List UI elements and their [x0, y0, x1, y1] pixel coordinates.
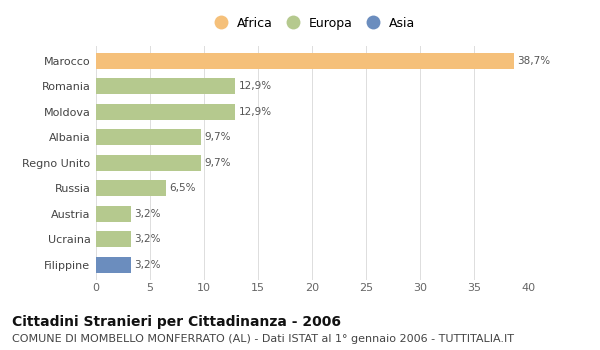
- Bar: [96, 180, 166, 196]
- Text: 3,2%: 3,2%: [134, 209, 160, 219]
- Legend: Africa, Europa, Asia: Africa, Europa, Asia: [206, 14, 418, 32]
- Bar: [96, 130, 201, 145]
- Bar: [96, 231, 131, 247]
- Bar: [96, 104, 235, 120]
- Bar: [96, 53, 514, 69]
- Text: 9,7%: 9,7%: [204, 158, 230, 168]
- Text: 3,2%: 3,2%: [134, 234, 160, 244]
- Bar: [96, 155, 201, 171]
- Text: 6,5%: 6,5%: [169, 183, 196, 193]
- Text: Cittadini Stranieri per Cittadinanza - 2006: Cittadini Stranieri per Cittadinanza - 2…: [12, 315, 341, 329]
- Text: 9,7%: 9,7%: [204, 132, 230, 142]
- Text: 38,7%: 38,7%: [517, 56, 550, 66]
- Text: 12,9%: 12,9%: [239, 81, 272, 91]
- Bar: [96, 78, 235, 94]
- Bar: [96, 257, 131, 273]
- Bar: [96, 206, 131, 222]
- Text: 12,9%: 12,9%: [239, 107, 272, 117]
- Text: 3,2%: 3,2%: [134, 260, 160, 270]
- Text: COMUNE DI MOMBELLO MONFERRATO (AL) - Dati ISTAT al 1° gennaio 2006 - TUTTITALIA.: COMUNE DI MOMBELLO MONFERRATO (AL) - Dat…: [12, 334, 514, 344]
